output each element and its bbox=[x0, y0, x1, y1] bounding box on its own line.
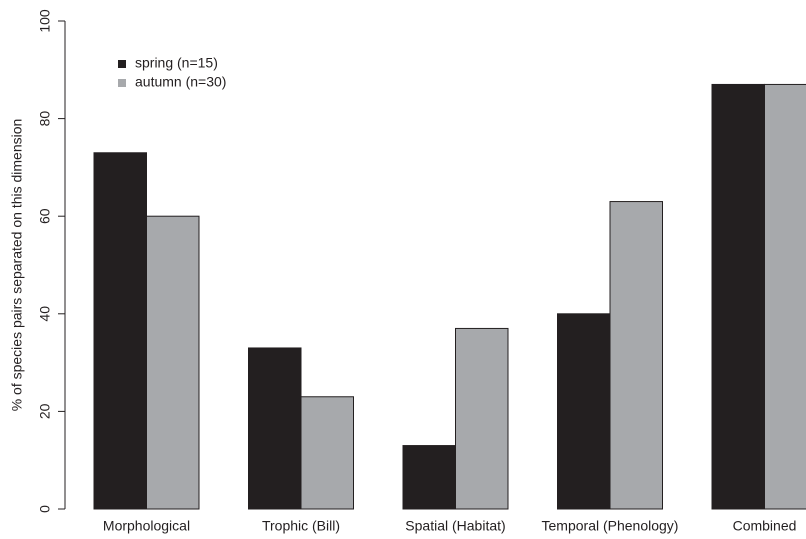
y-tick-label: 100 bbox=[37, 9, 53, 33]
x-tick-label: Morphological bbox=[103, 518, 190, 534]
bar bbox=[248, 347, 302, 510]
y-tick-label: 40 bbox=[37, 306, 53, 322]
y-tick-label: 0 bbox=[37, 505, 53, 513]
y-tick-label: 80 bbox=[37, 111, 53, 127]
y-tick-label: 60 bbox=[37, 208, 53, 224]
bar bbox=[93, 152, 147, 510]
bar bbox=[557, 313, 611, 510]
bar bbox=[609, 201, 663, 510]
legend-label: spring (n=15) bbox=[135, 55, 218, 71]
legend-swatch bbox=[118, 79, 126, 87]
y-tick-label: 20 bbox=[37, 403, 53, 419]
bar bbox=[711, 83, 765, 510]
y-axis-label: % of species pairs separated on this dim… bbox=[9, 119, 25, 412]
bar bbox=[402, 445, 456, 510]
bar bbox=[764, 83, 806, 510]
x-tick-label: Spatial (Habitat) bbox=[405, 518, 505, 534]
legend-swatch bbox=[118, 60, 126, 68]
x-tick-label: Combined bbox=[733, 518, 797, 534]
bar bbox=[455, 327, 509, 510]
x-tick-label: Trophic (Bill) bbox=[262, 518, 340, 534]
legend-label: autumn (n=30) bbox=[135, 74, 226, 90]
x-tick-label: Temporal (Phenology) bbox=[542, 518, 679, 534]
bar bbox=[146, 215, 200, 510]
bar bbox=[300, 396, 354, 510]
